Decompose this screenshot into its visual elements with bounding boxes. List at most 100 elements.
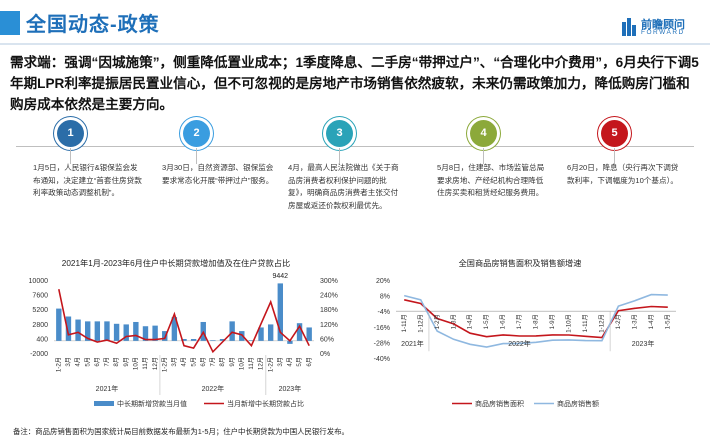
x-axis-tick-label: 5月 bbox=[84, 357, 91, 367]
x-axis-tick-label: 1-2月 bbox=[434, 314, 441, 329]
loan-bar bbox=[56, 308, 62, 341]
x-axis-tick-label: 11月 bbox=[248, 357, 255, 370]
loan-bar bbox=[229, 321, 235, 341]
loan-bar bbox=[85, 321, 91, 341]
x-axis-tick-label: 6月 bbox=[200, 357, 207, 367]
y-axis-tick-label: 20% bbox=[376, 278, 390, 285]
x-axis-tick-label: 1-5月 bbox=[664, 314, 671, 329]
x-axis-tick-label: 11月 bbox=[142, 357, 149, 370]
loan-bar bbox=[65, 316, 72, 341]
right-axis-tick-label: 120% bbox=[320, 322, 338, 329]
right-axis-tick-label: 60% bbox=[320, 336, 334, 343]
y-axis-tick-label: -4% bbox=[378, 309, 390, 316]
x-axis-tick-label: 6月 bbox=[94, 357, 101, 367]
x-axis-tick-label: 8月 bbox=[113, 357, 120, 367]
x-axis-tick-label: 1-2月 bbox=[267, 357, 274, 372]
timeline-connector bbox=[483, 148, 484, 164]
loan-bar bbox=[171, 317, 178, 341]
logo-text-cn: 前瞻顾问 bbox=[641, 19, 685, 31]
x-axis-tick-label: 4月 bbox=[181, 357, 188, 367]
loan-bar bbox=[296, 323, 303, 341]
loan-bar bbox=[162, 331, 168, 341]
footnote: 备注：商品房销售面积为国家统计局目前数据发布最新为1-5月；住户中长期贷款为中国… bbox=[13, 427, 349, 436]
x-group-label: 2023年 bbox=[279, 384, 302, 393]
x-axis-tick-label: 1-11月 bbox=[401, 314, 408, 332]
page-title: 全国动态-政策 bbox=[26, 14, 160, 36]
loan-bar bbox=[181, 339, 187, 341]
loan-bar bbox=[123, 324, 129, 341]
x-axis-tick-label: 1-9月 bbox=[549, 314, 556, 329]
sales-chart-title: 全国商品房销售面积及销售额增速 bbox=[458, 259, 582, 268]
loan-bar bbox=[258, 327, 264, 341]
x-group-label: 2021年 bbox=[96, 384, 119, 393]
x-axis-tick-label: 3月 bbox=[65, 357, 72, 367]
loan-bar bbox=[277, 283, 283, 341]
x-axis-tick-label: 5月 bbox=[190, 357, 197, 367]
loan-bar bbox=[94, 321, 101, 341]
x-axis-tick-label: 9月 bbox=[123, 357, 130, 367]
x-axis-tick-label: 4月 bbox=[287, 357, 294, 367]
loan-chart-title: 2021年1月-2023年6月住户中长期贷款增加值及在住户贷款占比 bbox=[61, 259, 291, 268]
right-axis-tick-label: 0% bbox=[320, 351, 330, 358]
left-axis-tick-label: -2000 bbox=[30, 351, 48, 358]
timeline-connector bbox=[196, 148, 197, 164]
x-axis-tick-label: 1-2月 bbox=[161, 357, 168, 372]
legend-swatch-loan bbox=[94, 401, 114, 406]
x-axis-tick-label: 7月 bbox=[210, 357, 217, 367]
timeline-node-1: 1 bbox=[57, 120, 84, 147]
x-axis-tick-label: 7月 bbox=[104, 357, 111, 367]
right-axis-tick-label: 300% bbox=[320, 278, 338, 285]
x-group-label: 2022年 bbox=[202, 384, 225, 393]
x-axis-tick-label: 10月 bbox=[132, 357, 139, 370]
loan-bar bbox=[113, 323, 120, 341]
loan-bar bbox=[267, 324, 274, 341]
x-axis-tick-label: 1-2月 bbox=[615, 314, 622, 329]
loan-bar bbox=[190, 339, 197, 341]
legend-label-loan: 中长期新增贷款当月值 bbox=[117, 399, 187, 408]
left-axis-tick-label: 10000 bbox=[29, 278, 49, 285]
timeline-connector bbox=[70, 148, 71, 164]
sales-chart: 20% 8% -4% -16% -28% -40% 1-11月 1-12月 1-2月 1-3月 1-… bbox=[374, 278, 676, 408]
logo-mark-icon bbox=[622, 18, 636, 36]
brand-logo: 前瞻顾问 FORWARD bbox=[622, 16, 704, 40]
timeline-node-2: 2 bbox=[183, 120, 210, 147]
x-axis-tick-label: 1-4月 bbox=[648, 314, 655, 329]
sales-area-line bbox=[404, 299, 668, 339]
x-axis-tick-label: 10月 bbox=[238, 357, 245, 370]
x-axis-tick-label: 1-3月 bbox=[631, 314, 638, 329]
x-axis-tick-label: 1-2月 bbox=[55, 357, 62, 372]
x-axis-tick-label: 9月 bbox=[229, 357, 236, 367]
x-group-label: 2022年 bbox=[508, 339, 531, 348]
x-axis-tick-label: 1-8月 bbox=[533, 314, 540, 329]
left-axis-tick-label: 7600 bbox=[32, 293, 48, 300]
loan-bar bbox=[104, 321, 110, 341]
loan-bar bbox=[142, 326, 149, 341]
x-group-label: 2021年 bbox=[401, 339, 424, 348]
policy-timeline bbox=[16, 146, 694, 147]
loan-bar bbox=[210, 340, 216, 341]
x-group-label: 2023年 bbox=[632, 339, 655, 348]
timeline-node-4: 4 bbox=[470, 120, 497, 147]
share-line bbox=[58, 289, 310, 354]
timeline-event-2: 3月30日，自然资源部、银保监会要求常态化开展“带押过户”服务。 bbox=[162, 163, 274, 185]
y-axis-tick-label: -16% bbox=[374, 325, 390, 332]
legend-label-value: 商品房销售额 bbox=[557, 399, 599, 408]
x-axis-tick-label: 6月 bbox=[306, 357, 313, 367]
loan-bar bbox=[75, 319, 81, 341]
x-axis-tick-label: 1-7月 bbox=[516, 314, 523, 329]
x-axis-tick-label: 12月 bbox=[258, 357, 265, 370]
x-axis-tick-label: 3月 bbox=[171, 357, 178, 367]
timeline-connector bbox=[614, 148, 615, 164]
logo-text-en: FORWARD bbox=[641, 29, 685, 36]
x-axis-tick-label: 1-4月 bbox=[467, 314, 474, 329]
x-axis-tick-label: 3月 bbox=[277, 357, 284, 367]
title-band: 全国动态-政策 bbox=[0, 0, 710, 45]
sales-value-line bbox=[404, 293, 668, 348]
left-axis-tick-label: 2800 bbox=[32, 322, 48, 329]
timeline-event-5: 6月20日，降息（央行再次下调贷款利率，下调幅度为10个基点）。 bbox=[567, 163, 679, 185]
title-accent-bar bbox=[0, 11, 20, 35]
right-axis-tick-label: 240% bbox=[320, 293, 338, 300]
x-axis-tick-label: 1-3月 bbox=[450, 314, 457, 329]
x-axis-tick-label: 1-5月 bbox=[483, 314, 490, 329]
loan-chart: 10000 7600 5200 2800 400 -2000 300% 240% 180% 120… bbox=[29, 273, 338, 408]
